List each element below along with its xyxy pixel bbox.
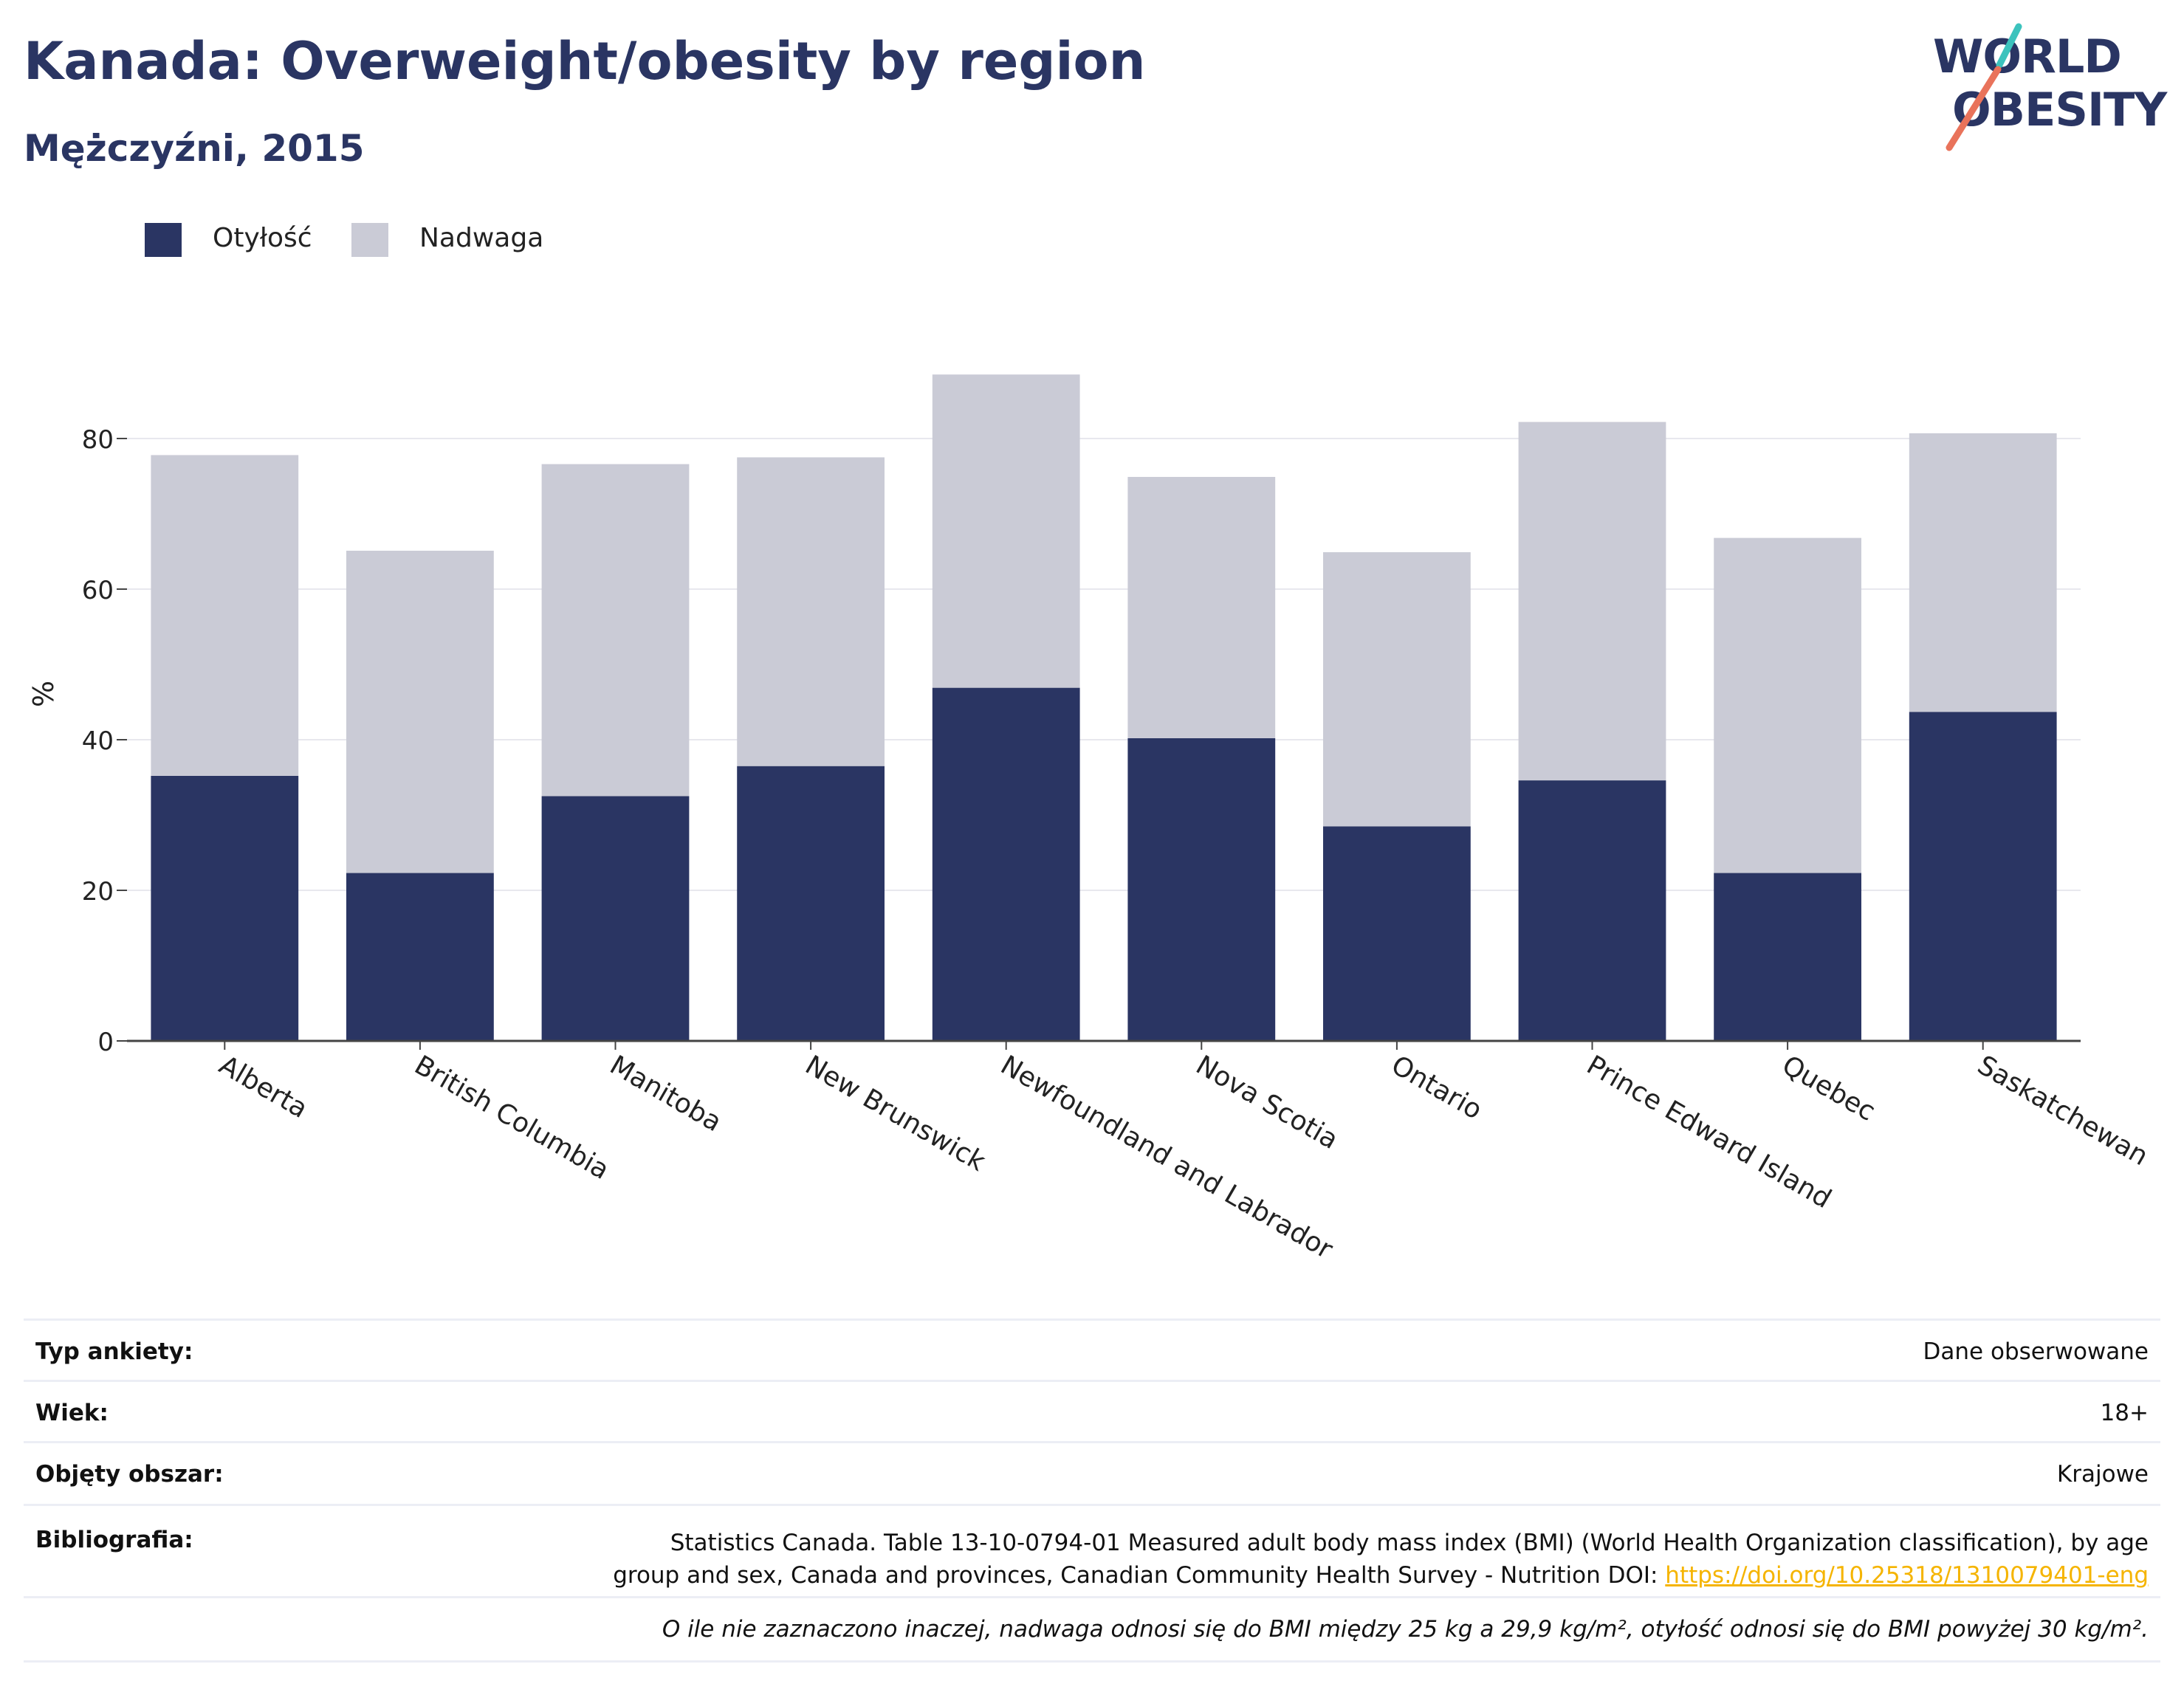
y-tick-label: 0: [97, 1028, 114, 1057]
metadata-table: Typ ankiety: Dane obserwowane Wiek: 18+ …: [24, 1318, 2160, 1663]
meta-row-bibliography: Bibliografia: Statistics Canada. Table 1…: [24, 1504, 2160, 1596]
x-tick-label: Ontario: [1386, 1050, 1487, 1126]
y-tick-label: 40: [82, 726, 114, 756]
bibliography-line-1: Statistics Canada. Table 13-10-0794-01 M…: [670, 1530, 2149, 1556]
meta-row-coverage: Objęty obszar: Krajowe: [24, 1441, 2160, 1504]
y-tick-label: 80: [82, 425, 114, 455]
bar-obesity: [1909, 712, 2057, 1041]
x-tick-label: Newfoundland and Labrador: [995, 1050, 1338, 1265]
x-tick-label: Saskatchewan: [1972, 1050, 2153, 1172]
bar-overweight: [1518, 422, 1666, 781]
definition-note: O ile nie zaznaczono inaczej, nadwaga od…: [662, 1616, 2149, 1643]
x-tick-label: Manitoba: [605, 1050, 727, 1138]
meta-label: Wiek:: [35, 1400, 109, 1426]
doi-link[interactable]: https://doi.org/10.25318/1310079401-eng: [1665, 1562, 2149, 1589]
meta-label: Objęty obszar:: [35, 1461, 224, 1488]
bar-obesity: [346, 873, 494, 1041]
y-axis-label: %: [27, 681, 60, 707]
bar-overweight: [1323, 552, 1471, 827]
x-tick-label: Nova Scotia: [1191, 1050, 1343, 1155]
meta-value: 18+: [2100, 1400, 2149, 1426]
legend-label-overweight: Nadwaga: [419, 223, 544, 253]
legend-swatch-overweight: [351, 223, 388, 257]
x-tick-label: British Columbia: [409, 1050, 614, 1186]
bibliography-text: Statistics Canada. Table 13-10-0794-01 M…: [613, 1527, 2149, 1592]
logo-slash-top: [1996, 23, 2022, 69]
y-tick-label: 60: [82, 576, 114, 605]
bar-obesity: [1127, 738, 1276, 1041]
legend-label-obesity: Otyłość: [213, 223, 312, 253]
meta-row-age: Wiek: 18+: [24, 1380, 2160, 1441]
stacked-bar-chart: 0 20 40 60 80% Alberta British ColumbiaManitob…: [27, 374, 2153, 1265]
bar-overweight: [737, 457, 885, 766]
page-subtitle: Mężczyźni, 2015: [24, 127, 365, 170]
bar-overweight: [932, 374, 1080, 688]
bar-obesity: [737, 766, 885, 1041]
bar-overweight: [1909, 433, 2057, 712]
meta-row-survey-type: Typ ankiety: Dane obserwowane: [24, 1318, 2160, 1380]
x-tick-label: New Brunswick: [800, 1050, 991, 1177]
bar-overweight: [151, 455, 299, 776]
world-obesity-logo: WORLD OBESITY: [1933, 23, 2168, 151]
x-tick-label: Alberta: [214, 1050, 313, 1124]
x-tick-label: Quebec: [1777, 1050, 1881, 1127]
meta-value: Krajowe: [2056, 1461, 2149, 1488]
bar-obesity: [1323, 826, 1471, 1041]
page-title: Kanada: Overweight/obesity by region: [24, 31, 1146, 92]
bar-obesity: [1518, 780, 1666, 1041]
bar-overweight: [346, 550, 494, 873]
bar-overweight: [1714, 537, 1861, 873]
bibliography-line-2: group and sex, Canada and provinces, Can…: [613, 1562, 1666, 1589]
logo-line-1: WORLD: [1933, 30, 2121, 83]
logo-slash-bottom: [1946, 66, 2002, 151]
bar-overweight: [541, 464, 690, 797]
meta-label: Typ ankiety:: [35, 1338, 193, 1365]
logo-line-2: OBESITY: [1952, 83, 2168, 137]
meta-value: Dane obserwowane: [1923, 1338, 2149, 1365]
bar-obesity: [151, 775, 299, 1041]
meta-label: Bibliografia:: [35, 1527, 193, 1553]
bar-obesity: [932, 687, 1080, 1041]
meta-row-note: O ile nie zaznaczono inaczej, nadwaga od…: [24, 1596, 2160, 1663]
bar-obesity: [1714, 873, 1861, 1041]
y-tick-label: 20: [82, 877, 114, 907]
bar-obesity: [541, 796, 690, 1041]
bar-overweight: [1127, 477, 1276, 738]
legend-swatch-obesity: [145, 223, 182, 257]
